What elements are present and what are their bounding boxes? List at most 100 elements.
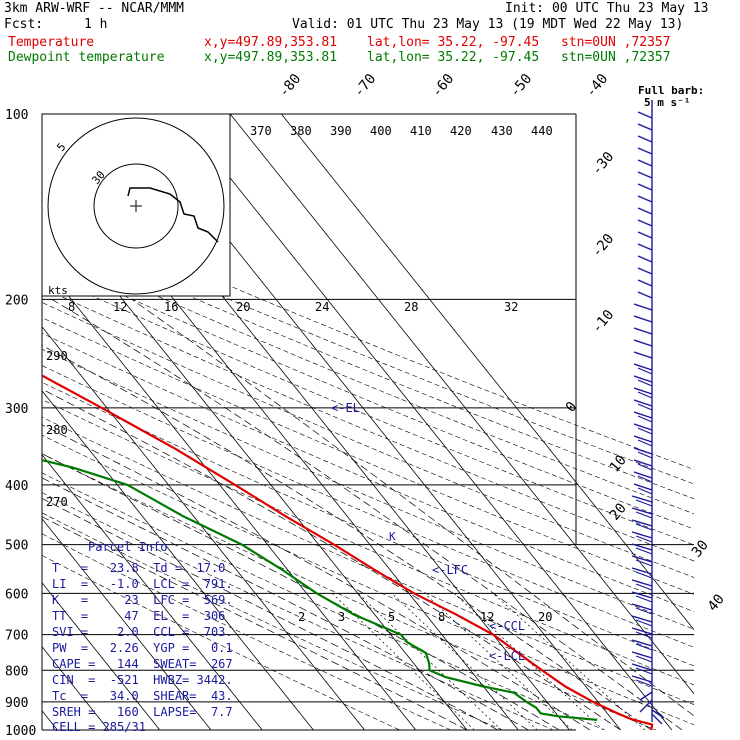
dry-adiabat-390 — [42, 302, 694, 578]
parcel-row: T = 23.8 Td = 17.0 — [52, 561, 226, 575]
isotherm--20 — [42, 262, 417, 730]
pressure-label-600: 600 — [5, 587, 28, 602]
hodograph-kts-label: kts — [48, 284, 68, 297]
isotherm--30 — [42, 326, 365, 730]
wind-barb — [637, 475, 653, 483]
model-title: 3km ARW-WRF -- NCAR/MMM — [4, 1, 185, 16]
wind-barb — [637, 451, 653, 459]
wind-barb — [637, 279, 653, 287]
theta-label: 400 — [370, 124, 392, 138]
dry-adiabat-420 — [42, 258, 694, 530]
wind-barb — [631, 663, 653, 671]
isotherm-label: -70 — [351, 71, 380, 101]
dry-adiabat-430 — [42, 244, 694, 515]
dry-adiabat-440 — [42, 230, 694, 500]
moist-adiabat-26 — [42, 345, 652, 730]
hodograph-ring-inner — [93, 163, 179, 249]
wind-barb — [637, 207, 653, 215]
wind-barb — [631, 579, 653, 587]
dry-adiabat-380 — [42, 317, 694, 595]
wind-barb — [633, 447, 653, 455]
pressure-label-700: 700 — [5, 629, 28, 644]
dry-adiabat-290 — [42, 472, 606, 730]
wind-barb — [631, 603, 653, 611]
dry-adiabat-260 — [42, 533, 452, 730]
mixing-ratio-20 — [492, 593, 646, 730]
parcel-row: SREH = 160 LAPSE= 7.7 — [52, 705, 233, 719]
hodograph-speed-label: 24 — [315, 300, 329, 314]
parcel-row: CAPE = 144 SWEAT= 267 — [52, 657, 233, 671]
wind-barb — [637, 487, 653, 495]
wind-barb — [635, 571, 653, 579]
isotherm-label: -10 — [589, 307, 618, 337]
wind-barb — [635, 643, 653, 651]
dry-adiabat-460 — [42, 203, 694, 470]
moist-adiabat-38 — [131, 299, 694, 717]
wind-barb — [637, 463, 653, 471]
dry-adiabat-410 — [42, 272, 694, 546]
marker-lcl: <-LCL — [489, 649, 525, 663]
wind-barb — [633, 327, 653, 335]
theta-label: 380 — [290, 124, 312, 138]
marker-k: K — [389, 530, 396, 543]
wind-barb — [637, 439, 653, 447]
pressure-label-800: 800 — [5, 664, 28, 679]
marker-el: <-EL — [331, 401, 360, 415]
parcel-row: PW = 2.26 YGP = 0.1 — [52, 641, 233, 655]
dewpoint-station: stn=0UN ,72357 — [561, 50, 671, 65]
wind-barb — [631, 615, 653, 623]
temperature-legend: Temperature — [8, 35, 95, 50]
wind-barb — [633, 351, 653, 359]
wind-barb — [637, 135, 653, 143]
parcel-row: TT = 47 EL = 306 — [52, 609, 226, 623]
wind-barb — [637, 291, 653, 299]
isotherm-30 — [178, 114, 673, 730]
wind-barb — [637, 403, 653, 411]
isotherm-label: 40 — [705, 591, 728, 614]
dry-adiabat-400 — [42, 287, 694, 562]
fcst-label: Fcst: — [4, 17, 44, 32]
wind-barb — [633, 471, 653, 479]
wind-barb — [637, 379, 653, 387]
wind-barb — [633, 303, 653, 311]
dry-adiabat-370 — [42, 332, 694, 612]
isotherm--60 — [42, 518, 212, 730]
wind-barb — [633, 339, 653, 347]
wind-barb — [631, 627, 653, 635]
wind-barb — [631, 651, 653, 659]
wind-barb — [635, 655, 653, 663]
hodograph-speed-label: 12 — [113, 300, 127, 314]
mixing-ratio-label: 20 — [538, 610, 552, 624]
pressure-label-1000: 1000 — [5, 724, 36, 739]
isotherm-label: -60 — [429, 71, 458, 101]
wind-barb — [631, 591, 653, 599]
isotherm-label: -40 — [583, 71, 612, 101]
wind-barb — [637, 267, 653, 275]
theta-label: 440 — [531, 124, 553, 138]
mixing-ratio-label: 8 — [438, 610, 445, 624]
dry-adiabat-450 — [42, 217, 694, 485]
wind-barb — [637, 159, 653, 167]
hodograph-speed-label: 28 — [404, 300, 418, 314]
isotherm-label: -30 — [589, 149, 618, 179]
mixing-ratio-label: 5 — [388, 610, 395, 624]
wind-barb — [635, 619, 653, 627]
hodograph-speed-label: 8 — [68, 300, 75, 314]
parcel-row: LI = -1.0 LCL = 791. — [52, 577, 233, 591]
marker-ccl: <-CCL — [489, 619, 525, 633]
wind-barb — [635, 523, 653, 531]
wind-barb — [637, 391, 653, 399]
mixing-ratio-8 — [424, 593, 573, 730]
wind-barb — [633, 459, 653, 467]
mixing-ratio-label: 12 — [480, 610, 494, 624]
dewpoint-latlon: lat,lon= 35.22, -97.45 — [367, 50, 540, 65]
dewpoint-xy: x,y=497.89,353.81 — [204, 50, 338, 65]
wind-barb — [633, 483, 653, 491]
dry-adiabat-350 — [42, 365, 694, 648]
dry-adiabat-300 — [42, 453, 657, 730]
wind-barb — [631, 543, 653, 551]
temperature-xy: x,y=497.89,353.81 — [204, 35, 338, 50]
theta-left-label: 290 — [46, 349, 68, 363]
hodograph-speed-label: 20 — [236, 300, 250, 314]
